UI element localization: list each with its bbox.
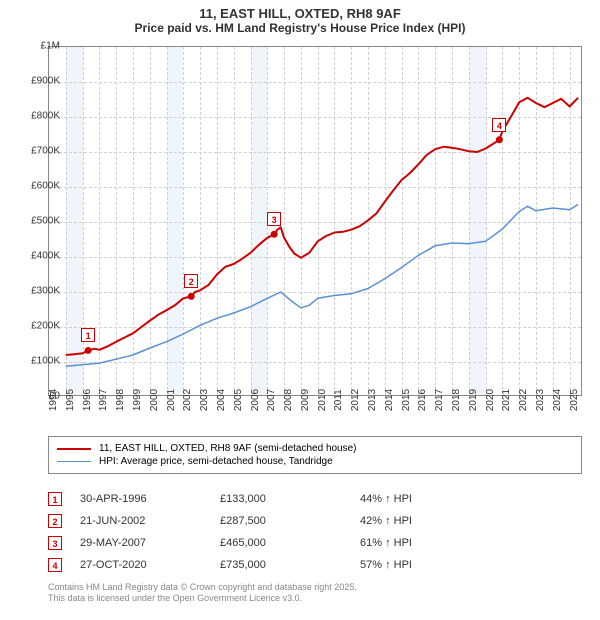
- footer: Contains HM Land Registry data © Crown c…: [48, 582, 582, 605]
- y-tick-label: £800K: [16, 111, 60, 122]
- y-tick-label: £400K: [16, 251, 60, 262]
- y-tick-label: £900K: [16, 76, 60, 87]
- legend-label: HPI: Average price, semi-detached house,…: [99, 456, 333, 467]
- legend-swatch: [57, 461, 91, 462]
- y-tick-label: £500K: [16, 216, 60, 227]
- x-tick-label: 2010: [317, 389, 328, 411]
- x-tick-label: 1996: [82, 389, 93, 411]
- x-tick-label: 2012: [350, 389, 361, 411]
- x-tick-label: 2022: [518, 389, 529, 411]
- footer-line2: This data is licensed under the Open Gov…: [48, 593, 582, 604]
- x-tick-label: 2008: [283, 389, 294, 411]
- x-tick-label: 2025: [569, 389, 580, 411]
- y-tick-label: £100K: [16, 356, 60, 367]
- x-tick-label: 2014: [384, 389, 395, 411]
- x-tick-label: 2020: [485, 389, 496, 411]
- x-tick-label: 2019: [468, 389, 479, 411]
- row-delta: 61% ↑ HPI: [360, 537, 500, 549]
- y-tick-label: £600K: [16, 181, 60, 192]
- x-tick-label: 2007: [266, 389, 277, 411]
- legend-item: HPI: Average price, semi-detached house,…: [57, 456, 573, 467]
- table-row: 3 29-MAY-2007£465,00061% ↑ HPI: [48, 532, 582, 554]
- table-row: 4 27-OCT-2020£735,00057% ↑ HPI: [48, 554, 582, 576]
- row-marker: 2: [48, 514, 62, 528]
- x-tick-label: 2016: [417, 389, 428, 411]
- table-row: 2 21-JUN-2002£287,50042% ↑ HPI: [48, 510, 582, 532]
- x-tick-label: 1995: [65, 389, 76, 411]
- row-price: £735,000: [220, 559, 360, 571]
- x-tick-label: 2011: [333, 389, 344, 411]
- title-line1: 11, EAST HILL, OXTED, RH8 9AF: [0, 0, 600, 21]
- row-date: 27-OCT-2020: [80, 559, 220, 571]
- x-tick-label: 2013: [367, 389, 378, 411]
- x-tick-label: 2018: [451, 389, 462, 411]
- x-tick-label: 2003: [199, 389, 210, 411]
- chart-container: 11, EAST HILL, OXTED, RH8 9AF Price paid…: [0, 0, 600, 620]
- legend: 11, EAST HILL, OXTED, RH8 9AF (semi-deta…: [48, 436, 582, 474]
- x-tick-label: 2024: [552, 389, 563, 411]
- row-date: 29-MAY-2007: [80, 537, 220, 549]
- row-price: £465,000: [220, 537, 360, 549]
- x-tick-label: 1994: [48, 389, 59, 411]
- y-tick-label: £1M: [16, 41, 60, 52]
- x-tick-label: 2004: [216, 389, 227, 411]
- row-price: £133,000: [220, 493, 360, 505]
- x-tick-label: 2000: [149, 389, 160, 411]
- x-tick-label: 2009: [300, 389, 311, 411]
- x-tick-label: 2002: [182, 389, 193, 411]
- legend-label: 11, EAST HILL, OXTED, RH8 9AF (semi-deta…: [99, 443, 357, 454]
- line-series: [49, 47, 583, 397]
- row-delta: 57% ↑ HPI: [360, 559, 500, 571]
- sales-table: 1 30-APR-1996£133,00044% ↑ HPI 2 21-JUN-200…: [48, 488, 582, 576]
- x-tick-label: 1999: [132, 389, 143, 411]
- footer-line1: Contains HM Land Registry data © Crown c…: [48, 582, 582, 593]
- x-tick-label: 2006: [250, 389, 261, 411]
- y-tick-label: £300K: [16, 286, 60, 297]
- row-price: £287,500: [220, 515, 360, 527]
- legend-item: 11, EAST HILL, OXTED, RH8 9AF (semi-deta…: [57, 443, 573, 454]
- row-marker: 4: [48, 558, 62, 572]
- legend-swatch: [57, 448, 91, 450]
- row-date: 21-JUN-2002: [80, 515, 220, 527]
- y-tick-label: £200K: [16, 321, 60, 332]
- x-tick-label: 2001: [166, 389, 177, 411]
- chart-marker: 1: [81, 328, 95, 342]
- x-tick-label: 2023: [535, 389, 546, 411]
- x-tick-label: 2005: [233, 389, 244, 411]
- x-tick-label: 2015: [401, 389, 412, 411]
- chart-marker: 2: [184, 274, 198, 288]
- table-row: 1 30-APR-1996£133,00044% ↑ HPI: [48, 488, 582, 510]
- plot-area: 1 2 3 4: [48, 46, 582, 396]
- row-delta: 42% ↑ HPI: [360, 515, 500, 527]
- chart-marker: 4: [492, 118, 506, 132]
- x-tick-label: 1997: [98, 389, 109, 411]
- chart-area: 1 2 3 4: [48, 46, 582, 396]
- x-tick-label: 2021: [501, 389, 512, 411]
- y-tick-label: £700K: [16, 146, 60, 157]
- chart-marker: 3: [267, 212, 281, 226]
- title-line2: Price paid vs. HM Land Registry's House …: [0, 21, 600, 35]
- x-tick-label: 2017: [434, 389, 445, 411]
- row-date: 30-APR-1996: [80, 493, 220, 505]
- row-marker: 1: [48, 492, 62, 506]
- x-tick-label: 1998: [115, 389, 126, 411]
- row-marker: 3: [48, 536, 62, 550]
- row-delta: 44% ↑ HPI: [360, 493, 500, 505]
